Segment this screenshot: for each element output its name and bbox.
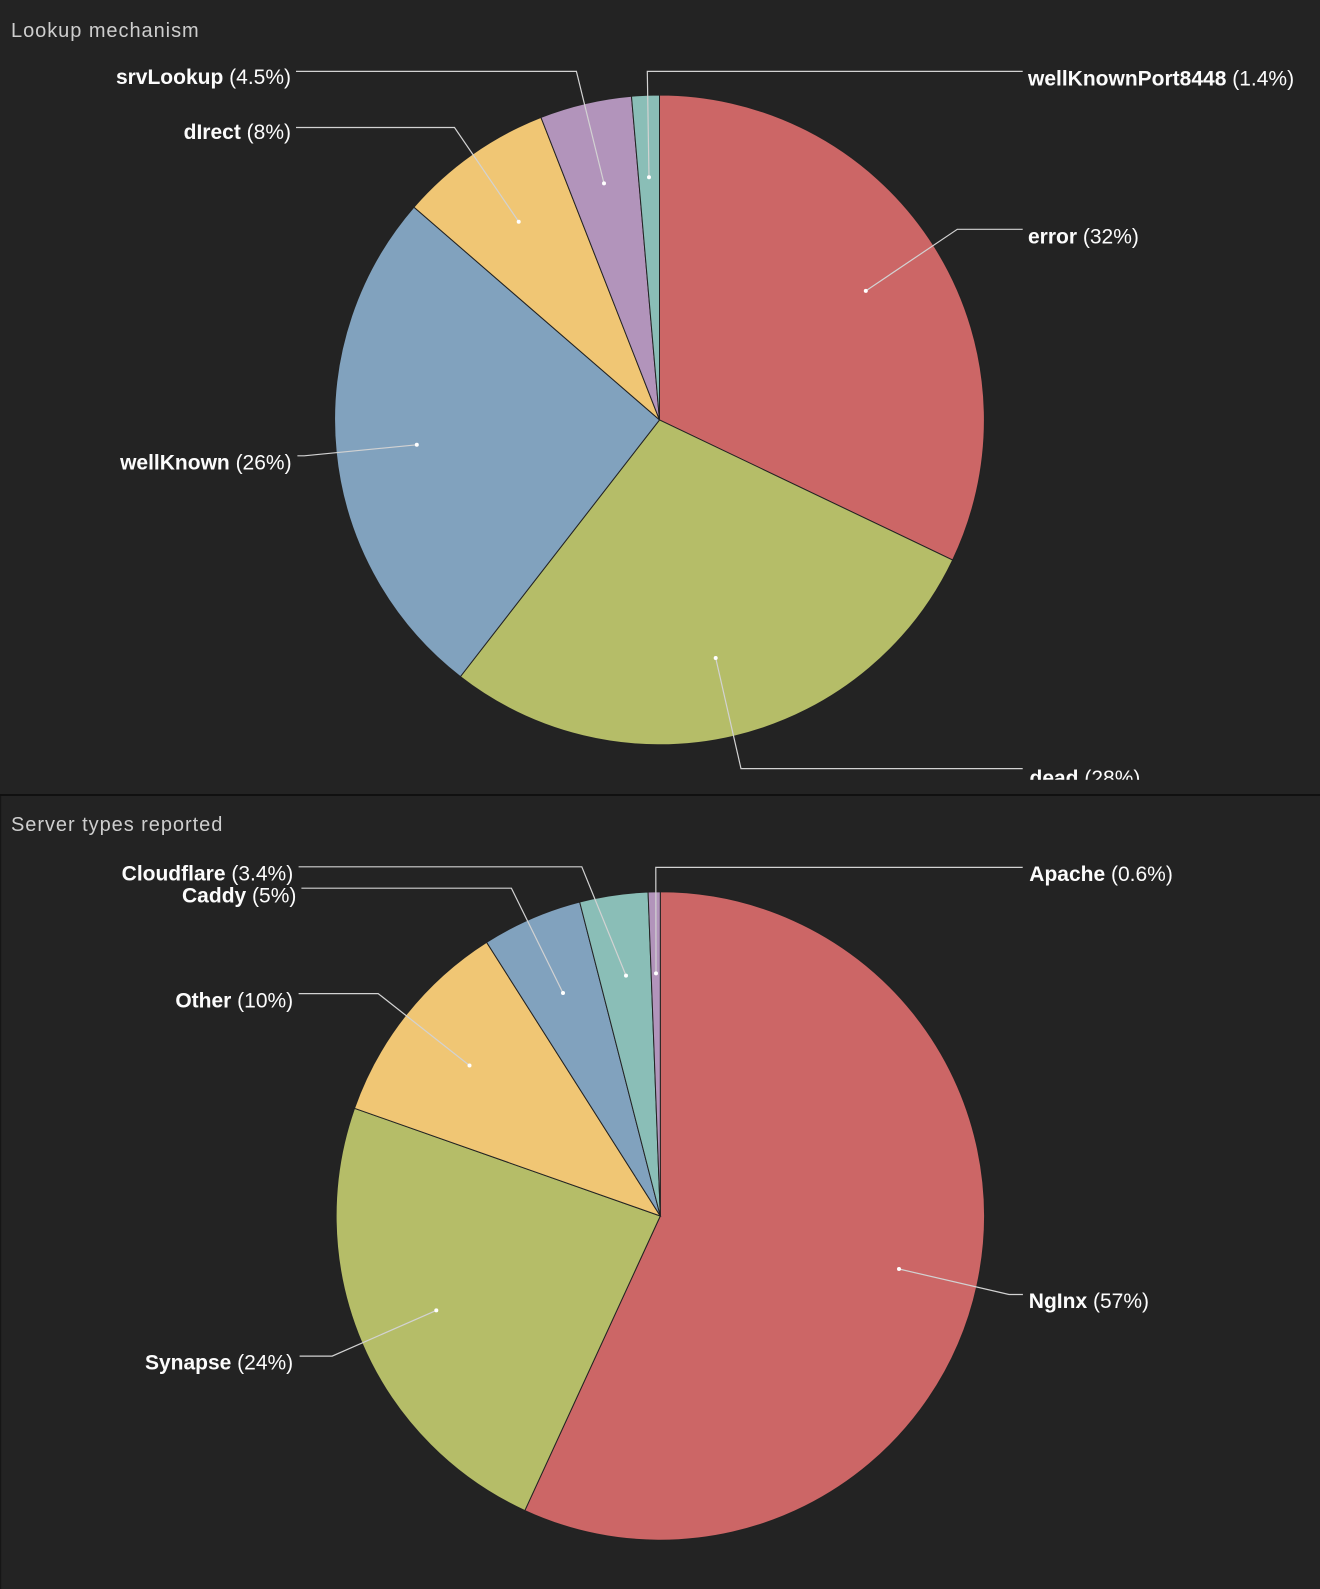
svg-text:Apache (0.6%): Apache (0.6%) — [1029, 863, 1173, 886]
svg-text:srvLookup (4.5%): srvLookup (4.5%) — [116, 66, 291, 89]
svg-text:Cloudflare (3.4%): Cloudflare (3.4%) — [122, 863, 294, 886]
svg-text:wellKnown (26%): wellKnown (26%) — [119, 452, 292, 475]
svg-text:Synapse (24%): Synapse (24%) — [145, 1351, 293, 1374]
svg-text:NgInx (57%): NgInx (57%) — [1029, 1290, 1149, 1313]
svg-text:Other (10%): Other (10%) — [175, 989, 293, 1012]
svg-text:dIrect (8%): dIrect (8%) — [184, 121, 291, 144]
svg-text:Server types reported: Server types reported — [11, 814, 223, 836]
svg-text:wellKnownPort8448 (1.4%): wellKnownPort8448 (1.4%) — [1027, 68, 1294, 91]
svg-text:error (32%): error (32%) — [1028, 226, 1139, 249]
svg-text:Lookup mechanism: Lookup mechanism — [11, 20, 200, 42]
svg-text:Caddy (5%): Caddy (5%) — [182, 885, 296, 908]
